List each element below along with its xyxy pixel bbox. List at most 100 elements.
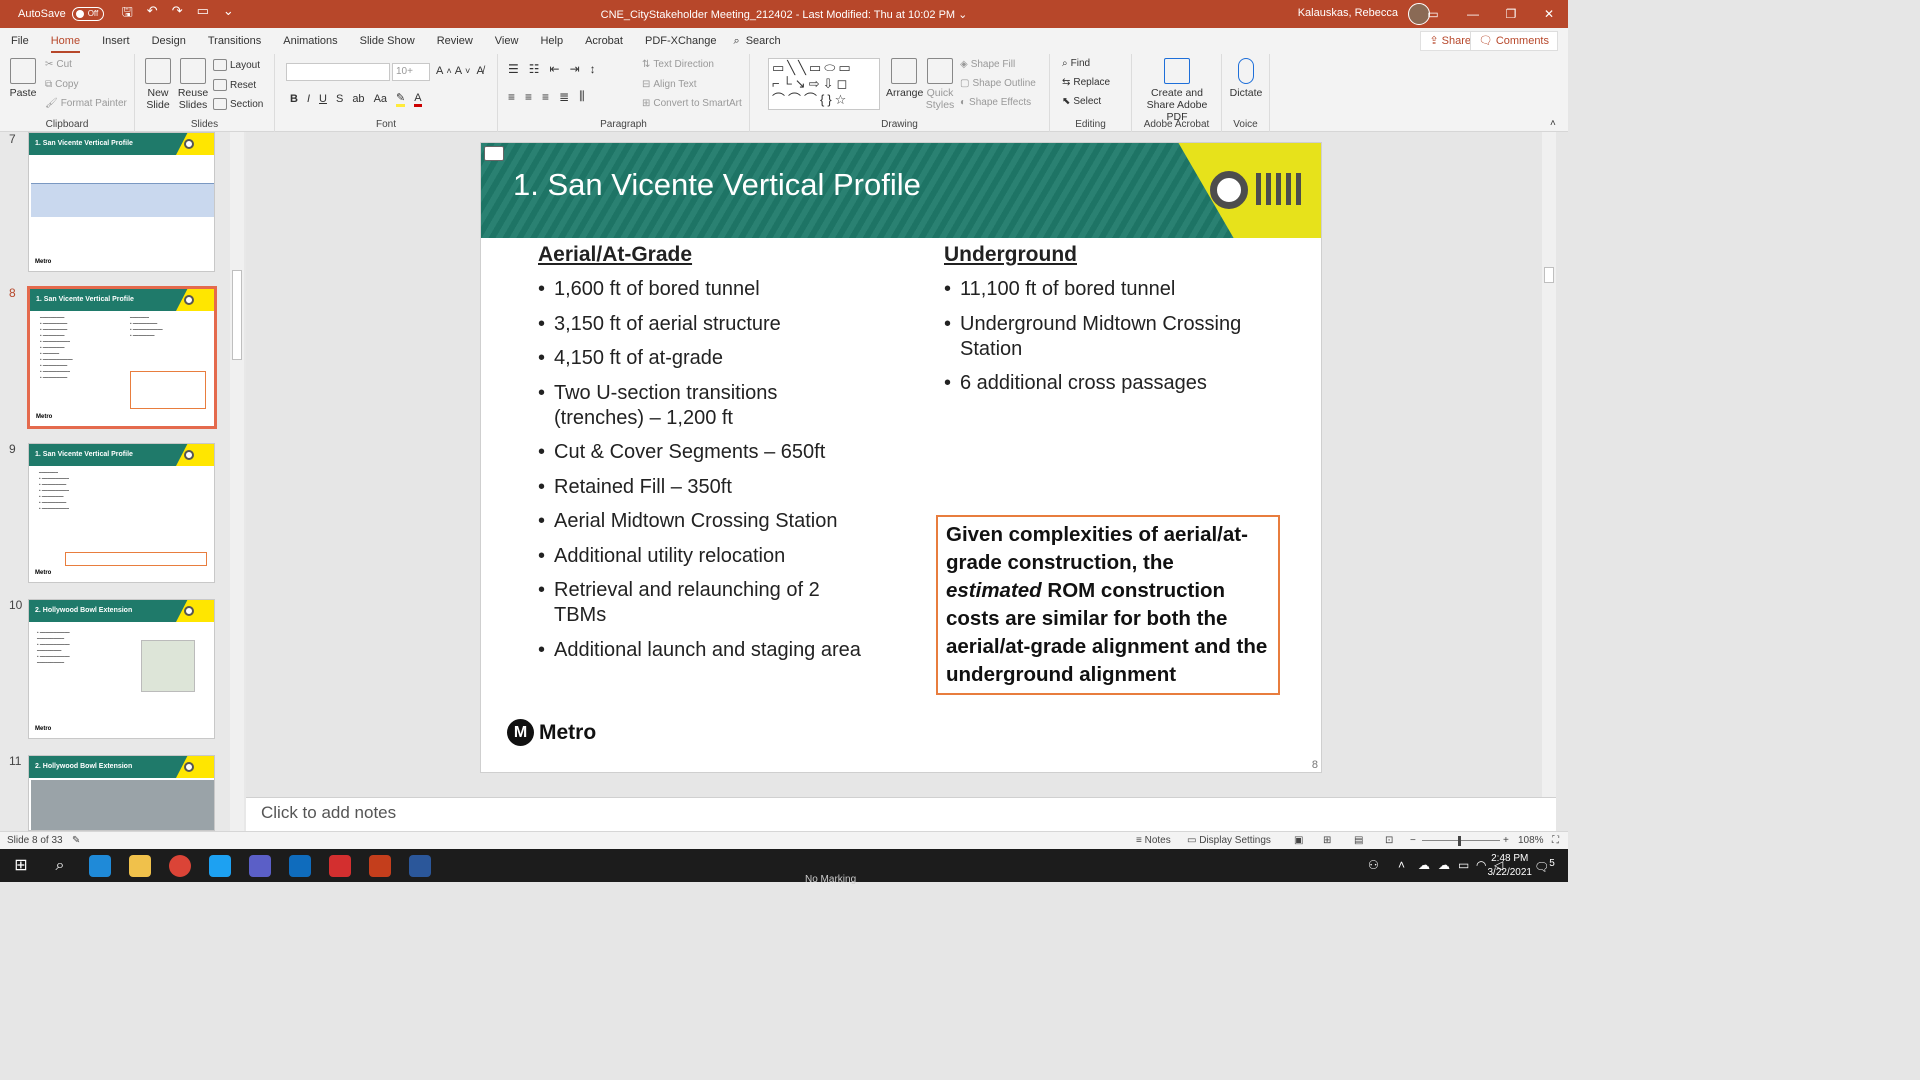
zoom-level[interactable]: 108%: [1518, 835, 1544, 846]
tab-view[interactable]: View: [494, 35, 519, 47]
tab-design[interactable]: Design: [151, 35, 186, 47]
normal-view-icon[interactable]: ▣: [1294, 835, 1304, 846]
find-button[interactable]: ⌕ Find: [1062, 58, 1090, 69]
slide-thumbnail-7[interactable]: 1. San Vicente Vertical Profile Metro: [28, 132, 215, 272]
align-right-icon[interactable]: ≡: [542, 89, 550, 104]
slide-sorter-icon[interactable]: ⊞: [1323, 835, 1332, 846]
thumbnail-scrollbar[interactable]: [230, 132, 244, 831]
left-column[interactable]: Aerial/At-Grade 1,600 ft of bored tunnel…: [538, 243, 868, 672]
align-center-icon[interactable]: ≡: [525, 89, 533, 104]
dictate-button[interactable]: Dictate: [1226, 58, 1266, 99]
shape-outline-button[interactable]: ▢ Shape Outline: [960, 78, 1036, 89]
user-name[interactable]: Kalauskas, Rebecca: [1297, 7, 1398, 19]
text-direction-button[interactable]: ⇅ Text Direction: [642, 59, 714, 70]
reuse-slides-button[interactable]: Reuse Slides: [177, 58, 209, 111]
justify-icon[interactable]: ≣: [559, 89, 570, 104]
align-left-icon[interactable]: ≡: [508, 89, 516, 104]
slide-thumbnail-10[interactable]: 2. Hollywood Bowl Extension • ━━━━━━━━━━…: [28, 599, 215, 739]
underline-icon[interactable]: U: [319, 93, 327, 105]
notification-icon[interactable]: 🗨5: [1534, 858, 1555, 874]
tab-transitions[interactable]: Transitions: [207, 35, 262, 47]
close-button[interactable]: ✕: [1543, 7, 1555, 21]
file-explorer-icon[interactable]: [129, 855, 151, 877]
decrease-indent-icon[interactable]: ⇤: [549, 62, 560, 76]
slide-scrollbar-thumb[interactable]: [1544, 267, 1554, 283]
slide-thumbnail-11[interactable]: 2. Hollywood Bowl Extension: [28, 755, 215, 831]
convert-smartart-button[interactable]: ⊞ Convert to SmartArt: [642, 98, 742, 109]
system-clock[interactable]: 2:48 PM 3/22/2021: [1488, 852, 1533, 880]
teams-icon[interactable]: [249, 855, 271, 877]
increase-indent-icon[interactable]: ⇥: [569, 62, 580, 76]
comment-icon[interactable]: [484, 146, 504, 161]
strikethrough-icon[interactable]: S: [335, 93, 344, 105]
arrange-button[interactable]: Arrange: [886, 58, 923, 99]
minimize-button[interactable]: —: [1467, 7, 1479, 21]
new-slide-button[interactable]: New Slide: [143, 58, 173, 111]
shapes-gallery[interactable]: ▭╲╲▭⬭▭ ⌐└↘⇨⇩◻ ⌒⌒⌒{}☆: [768, 58, 880, 110]
cost-callout-box[interactable]: Given complexities of aerial/at-grade co…: [936, 515, 1280, 695]
change-case-icon[interactable]: Aa: [373, 93, 388, 105]
tab-file[interactable]: File: [11, 35, 29, 47]
word-icon[interactable]: [409, 855, 431, 877]
reset-button[interactable]: Reset: [213, 79, 256, 91]
format-painter-button[interactable]: 🖌 Format Painter: [45, 98, 127, 109]
battery-icon[interactable]: ▭: [1458, 858, 1470, 872]
tab-pdf-xchange[interactable]: PDF-XChange: [644, 35, 717, 47]
tab-help[interactable]: Help: [540, 35, 564, 47]
slide-thumbnail-8[interactable]: 1. San Vicente Vertical Profile ━━━━━━━━…: [27, 286, 217, 429]
bullets-icon[interactable]: ☰: [508, 62, 519, 76]
create-share-pdf-button[interactable]: Create and Share Adobe PDF: [1136, 58, 1218, 123]
zoom-out-icon[interactable]: −: [1410, 835, 1416, 846]
tab-animations[interactable]: Animations: [283, 35, 338, 47]
search-icon[interactable]: ⌕: [55, 857, 65, 874]
accessibility-icon[interactable]: ✎: [72, 835, 81, 846]
tab-slide-show[interactable]: Slide Show: [359, 35, 415, 47]
people-icon[interactable]: ⚇: [1368, 858, 1379, 872]
windows-start-icon[interactable]: ⊞: [14, 857, 28, 874]
comments-button[interactable]: 🗨 Comments: [1469, 31, 1558, 51]
ribbon-display-options-icon[interactable]: ▭: [1427, 7, 1439, 21]
font-grow-shrink-icons[interactable]: A ˄ A ˅ A̸: [436, 65, 484, 77]
zoom-slider[interactable]: [1422, 840, 1500, 841]
quick-styles-button[interactable]: Quick Styles: [922, 58, 958, 111]
line-spacing-icon[interactable]: ↕: [589, 62, 596, 76]
font-size-input[interactable]: 10+: [392, 63, 430, 81]
right-column[interactable]: Underground 11,100 ft of bored tunnel Un…: [944, 243, 1284, 406]
slide-scrollbar[interactable]: [1542, 132, 1556, 797]
spacing-icon[interactable]: ab: [352, 93, 365, 105]
search-box[interactable]: ⌕ Search: [734, 35, 781, 48]
shape-effects-button[interactable]: ◐ Shape Effects: [960, 97, 1031, 108]
collapse-ribbon-icon[interactable]: ˄: [1550, 118, 1556, 129]
tab-home[interactable]: Home: [40, 28, 91, 54]
section-button[interactable]: Section: [213, 98, 263, 110]
fit-to-window-icon[interactable]: ⛶: [1552, 835, 1559, 846]
thumbnail-scrollbar-thumb[interactable]: [232, 270, 242, 360]
notes-pane[interactable]: Click to add notes: [246, 797, 1556, 831]
onedrive-personal-icon[interactable]: ☁: [1438, 858, 1450, 872]
customize-qat-icon[interactable]: ⌄: [222, 3, 234, 18]
present-icon[interactable]: ▭: [196, 3, 209, 18]
current-slide[interactable]: 1. San Vicente Vertical Profile Aerial/A…: [480, 142, 1322, 773]
outlook-icon[interactable]: [289, 855, 311, 877]
slide-thumbnail-9[interactable]: 1. San Vicente Vertical Profile ━━━━━━━ •…: [28, 443, 215, 583]
slide-show-icon[interactable]: ⊡: [1385, 835, 1394, 846]
save-icon[interactable]: 🖫: [121, 4, 133, 19]
paste-button[interactable]: Paste: [8, 58, 38, 99]
restore-button[interactable]: ❐: [1505, 7, 1517, 21]
acrobat-icon[interactable]: [329, 855, 351, 877]
reading-view-icon[interactable]: ▤: [1354, 835, 1364, 846]
numbering-icon[interactable]: ☷: [528, 62, 540, 76]
autosave-toggle[interactable]: Off: [71, 7, 104, 21]
tab-insert[interactable]: Insert: [102, 35, 130, 47]
slide-title[interactable]: 1. San Vicente Vertical Profile: [513, 167, 921, 202]
zoom-in-icon[interactable]: +: [1503, 835, 1509, 846]
powerpoint-icon[interactable]: [369, 855, 391, 877]
layout-button[interactable]: Layout: [213, 59, 260, 71]
font-color-icon[interactable]: A: [414, 92, 422, 107]
bold-icon[interactable]: B: [290, 93, 298, 105]
shape-fill-button[interactable]: ◈ Shape Fill: [960, 59, 1015, 70]
zoom-slider-thumb[interactable]: [1458, 836, 1461, 846]
italic-icon[interactable]: I: [306, 93, 311, 105]
highlight-icon[interactable]: ✎: [396, 91, 406, 107]
